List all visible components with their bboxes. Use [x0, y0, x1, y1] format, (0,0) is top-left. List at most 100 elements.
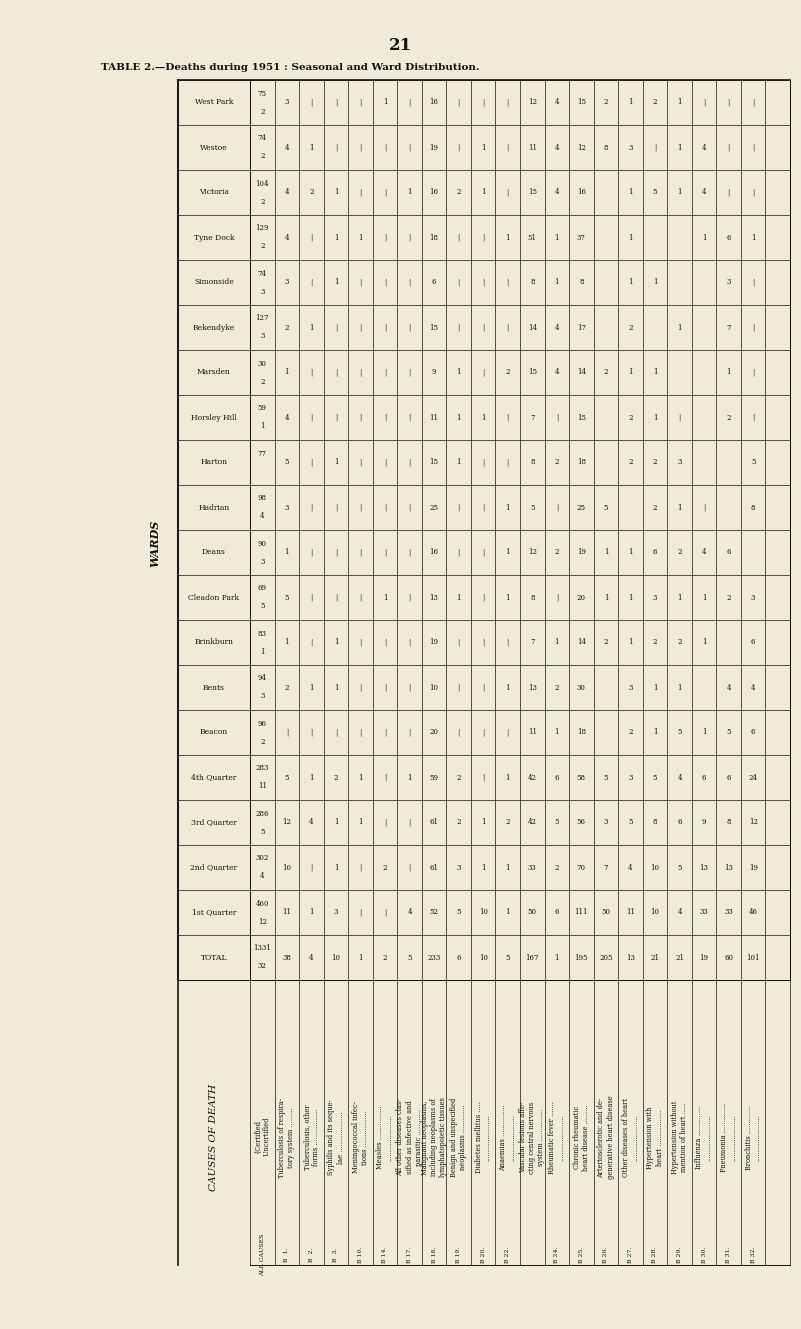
Text: 1: 1: [653, 279, 658, 287]
Text: 167: 167: [525, 953, 539, 961]
Text: |: |: [384, 773, 386, 781]
Text: 1: 1: [628, 368, 633, 376]
Text: |: |: [457, 323, 460, 331]
Text: 5: 5: [751, 459, 755, 466]
Text: 3: 3: [284, 504, 289, 512]
Text: |: |: [506, 638, 509, 646]
Text: |: |: [752, 189, 755, 197]
Text: |: |: [409, 413, 411, 421]
Text: 52: 52: [429, 909, 439, 917]
Text: 1: 1: [358, 819, 363, 827]
Text: |: |: [409, 459, 411, 466]
Text: 6: 6: [653, 549, 658, 557]
Text: 1: 1: [678, 594, 682, 602]
Text: 3: 3: [628, 144, 633, 152]
Text: 1: 1: [383, 594, 387, 602]
Text: 1: 1: [334, 864, 338, 872]
Text: 1: 1: [702, 728, 706, 736]
Text: 101: 101: [747, 953, 760, 961]
Text: 1: 1: [358, 953, 363, 961]
Text: 16: 16: [429, 549, 439, 557]
Text: |: |: [457, 279, 460, 287]
Text: Rekendyke: Rekendyke: [193, 323, 235, 331]
Text: |: |: [384, 683, 386, 691]
Text: 1: 1: [457, 368, 461, 376]
Text: 1: 1: [260, 647, 264, 655]
Text: |: |: [727, 98, 730, 106]
Text: |: |: [482, 234, 485, 242]
Text: 3: 3: [260, 692, 264, 700]
Text: |: |: [384, 459, 386, 466]
Text: 25: 25: [577, 504, 586, 512]
Text: 10: 10: [282, 864, 292, 872]
Text: 111: 111: [574, 909, 588, 917]
Text: 21: 21: [650, 953, 659, 961]
Text: |: |: [752, 413, 755, 421]
Text: 3: 3: [284, 279, 289, 287]
Text: 13: 13: [699, 864, 709, 872]
Text: 4: 4: [407, 909, 412, 917]
Text: 8: 8: [751, 504, 755, 512]
Text: |: |: [506, 413, 509, 421]
Text: 21: 21: [388, 36, 412, 53]
Text: 5: 5: [284, 594, 289, 602]
Text: 94: 94: [258, 675, 267, 683]
Text: 33: 33: [700, 909, 708, 917]
Text: |: |: [506, 279, 509, 287]
Text: |: |: [335, 368, 337, 376]
Text: 13: 13: [429, 594, 438, 602]
Text: 20: 20: [577, 594, 586, 602]
Text: 1: 1: [505, 683, 510, 691]
Text: 1: 1: [505, 504, 510, 512]
Text: |: |: [360, 98, 361, 106]
Text: |: |: [310, 549, 312, 557]
Text: 1: 1: [751, 234, 755, 242]
Text: 1: 1: [481, 413, 485, 421]
Text: 8: 8: [530, 594, 534, 602]
Text: 24: 24: [749, 773, 758, 781]
Text: |: |: [310, 459, 312, 466]
Text: 205: 205: [599, 953, 613, 961]
Text: 5: 5: [653, 773, 658, 781]
Text: |: |: [727, 189, 730, 197]
Text: 10: 10: [650, 864, 659, 872]
Text: 2: 2: [604, 98, 608, 106]
Text: 3: 3: [628, 683, 633, 691]
Text: 1: 1: [505, 549, 510, 557]
Text: |: |: [360, 683, 361, 691]
Text: 2: 2: [457, 819, 461, 827]
Text: 460: 460: [256, 900, 269, 908]
Text: B 22.: B 22.: [505, 1247, 510, 1264]
Text: 4: 4: [554, 98, 559, 106]
Text: 74: 74: [258, 270, 267, 278]
Text: |: |: [482, 459, 485, 466]
Text: |: |: [310, 413, 312, 421]
Text: 7: 7: [727, 323, 731, 331]
Text: 11: 11: [528, 728, 537, 736]
Text: 1: 1: [678, 144, 682, 152]
Text: |: |: [506, 323, 509, 331]
Text: Other diseases of heart
......................: Other diseases of heart ................…: [622, 1098, 639, 1177]
Text: 5: 5: [260, 828, 264, 836]
Text: 5: 5: [604, 773, 608, 781]
Text: 2: 2: [628, 459, 633, 466]
Text: 2: 2: [260, 377, 264, 385]
Text: 1: 1: [309, 144, 314, 152]
Text: 2: 2: [653, 638, 658, 646]
Text: 60: 60: [724, 953, 733, 961]
Text: |: |: [310, 594, 312, 602]
Text: 1: 1: [653, 368, 658, 376]
Text: |: |: [482, 728, 485, 736]
Text: Hadrian: Hadrian: [199, 504, 230, 512]
Text: 3: 3: [334, 909, 338, 917]
Text: |: |: [409, 728, 411, 736]
Text: 6: 6: [678, 819, 682, 827]
Text: 1: 1: [628, 234, 633, 242]
Text: 4: 4: [678, 773, 682, 781]
Text: B 18.: B 18.: [432, 1247, 437, 1264]
Text: |: |: [703, 98, 705, 106]
Text: 302: 302: [256, 855, 269, 863]
Text: |: |: [360, 413, 361, 421]
Text: 2: 2: [260, 153, 264, 161]
Text: 2: 2: [457, 189, 461, 197]
